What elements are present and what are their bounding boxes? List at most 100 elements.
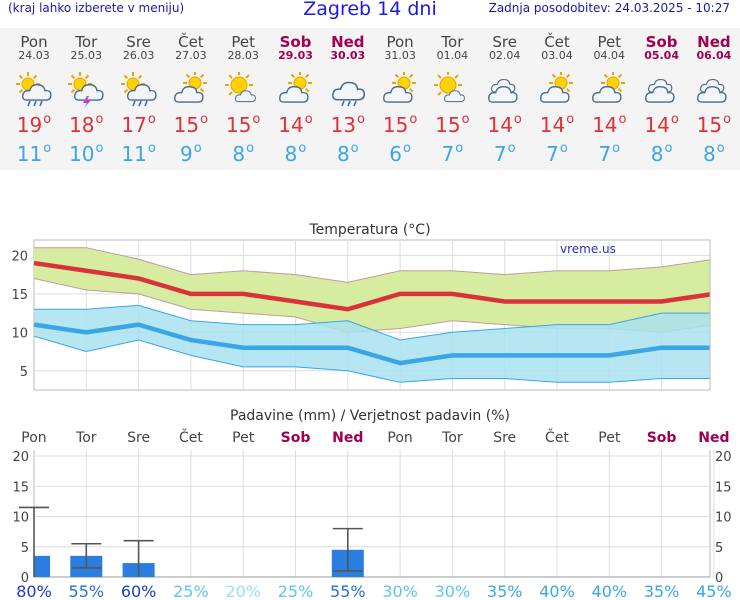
day-column: Ned 06.04 15o 8o bbox=[688, 28, 740, 170]
day-name: Pon bbox=[20, 33, 48, 51]
day-date: 27.03 bbox=[175, 49, 207, 62]
cloud-rain-icon bbox=[330, 72, 366, 108]
max-temperature: 13o bbox=[330, 112, 365, 137]
day-date: 04.04 bbox=[593, 49, 626, 62]
sun-cloud-icon bbox=[539, 71, 575, 108]
min-band-lower-edge bbox=[33, 335, 714, 383]
day-column: Pon 24.03 19o 11o bbox=[8, 28, 60, 170]
day-column: Čet 03.04 14o 7o bbox=[531, 28, 583, 170]
y-tick-label-left: 20 bbox=[12, 450, 29, 465]
precipitation-probability: 35% bbox=[487, 582, 523, 600]
day-date: 31.03 bbox=[384, 49, 416, 62]
max-temperature: 15o bbox=[382, 112, 418, 137]
day-column: Pon 31.03 15o 6o bbox=[374, 28, 426, 170]
y-tick-label-right: 0 bbox=[715, 571, 723, 586]
y-tick-label-right: 5 bbox=[715, 541, 723, 556]
y-tick-label-left: 15 bbox=[12, 480, 29, 495]
day-date: 06.04 bbox=[696, 49, 732, 62]
top-bar: (kraj lahko izberete v meniju) Zagreb 14… bbox=[0, 0, 740, 24]
precipitation-bar bbox=[34, 555, 50, 577]
day-label: Čet bbox=[179, 428, 203, 446]
max-temperature: 15o bbox=[173, 112, 209, 137]
day-label: Pet bbox=[232, 430, 255, 446]
y-tick-label: 5 bbox=[20, 365, 28, 380]
y-tick-label-left: 10 bbox=[12, 511, 29, 526]
temperature-chart-title: Temperatura (°C) bbox=[308, 222, 430, 238]
day-label: Pet bbox=[598, 430, 621, 446]
min-temperature: 7o bbox=[546, 141, 568, 166]
precipitation-chart-title: Padavine (mm) / Verjetnost padavin (%) bbox=[230, 408, 510, 424]
precipitation-probability: 30% bbox=[435, 582, 471, 600]
precipitation-probability: 40% bbox=[592, 582, 628, 600]
precipitation-probability: 40% bbox=[539, 582, 575, 600]
precipitation-probability: 55% bbox=[69, 582, 105, 600]
day-name: Sob bbox=[279, 33, 312, 51]
day-date: 26.03 bbox=[122, 49, 155, 62]
day-label: Ned bbox=[698, 430, 729, 446]
day-column: Pet 28.03 15o 8o bbox=[217, 28, 269, 170]
last-update: Zadnja posodobitev: 24.03.2025 - 10:27 bbox=[488, 1, 730, 15]
max-band-upper-edge bbox=[34, 247, 714, 283]
day-column: Sre 26.03 17o 11o bbox=[113, 28, 165, 170]
precipitation-probability: 20% bbox=[225, 582, 261, 600]
day-label: Čet bbox=[545, 428, 569, 446]
min-temperature: 8o bbox=[284, 141, 307, 166]
day-label: Sob bbox=[281, 430, 311, 446]
min-temperature-line bbox=[33, 322, 714, 366]
y-tick-label-right: 15 bbox=[715, 480, 732, 495]
min-temperature: 10o bbox=[69, 141, 104, 166]
y-tick-label-left: 5 bbox=[21, 541, 29, 556]
day-label: Sre bbox=[127, 430, 150, 446]
min-temperature: 7o bbox=[441, 141, 464, 166]
day-name: Sre bbox=[126, 33, 151, 51]
page-title: Zagreb 14 dni bbox=[303, 0, 437, 20]
precipitation-probability: 25% bbox=[278, 582, 314, 600]
min-temperature: 7o bbox=[598, 141, 621, 166]
day-column: Sre 02.04 14o 7o bbox=[479, 28, 531, 170]
precipitation-probability: 60% bbox=[121, 582, 157, 600]
y-tick-label-right: 10 bbox=[715, 511, 732, 526]
max-temperature: 19o bbox=[16, 112, 52, 137]
day-name: Sre bbox=[492, 33, 517, 51]
precipitation-chart: Padavine (mm) / Verjetnost padavin (%) P… bbox=[12, 408, 732, 600]
day-column: Pet 04.04 14o 7o bbox=[583, 28, 635, 170]
plot-right-margin bbox=[710, 240, 740, 390]
min-temperature: 9o bbox=[180, 141, 202, 166]
day-name: Tor bbox=[441, 33, 464, 51]
day-name: Pet bbox=[231, 33, 255, 51]
max-temperature: 14o bbox=[278, 112, 313, 137]
temperature-plot-area: 5 10 15 20 bbox=[11, 239, 715, 391]
y-tick-label-left: 0 bbox=[21, 571, 29, 586]
day-name: Čet bbox=[178, 33, 204, 51]
day-label: Tor bbox=[441, 430, 463, 446]
min-temperature: 11o bbox=[16, 141, 52, 166]
precipitation-probability: 25% bbox=[173, 582, 209, 600]
day-date: 28.03 bbox=[227, 49, 259, 62]
min-temperature: 11o bbox=[121, 141, 156, 166]
day-date: 01.04 bbox=[436, 49, 469, 62]
sun-small-cloud-icon bbox=[434, 71, 470, 108]
precipitation-probability: 35% bbox=[644, 582, 680, 600]
day-column: Sob 05.04 14o 8o bbox=[636, 28, 688, 170]
max-temperature: 14o bbox=[644, 112, 679, 137]
day-label: Pon bbox=[21, 430, 46, 446]
max-temperature-line bbox=[33, 260, 715, 312]
min-temperature: 8o bbox=[703, 141, 725, 166]
sun-cloud-icon bbox=[173, 71, 209, 108]
day-name: Ned bbox=[697, 33, 731, 51]
day-name: Čet bbox=[544, 33, 570, 51]
max-temperature: 17o bbox=[121, 112, 156, 137]
min-temperature: 6o bbox=[389, 141, 411, 166]
temperature-chart: 5 10 15 20 Temperatura (°C) vreme.us bbox=[11, 222, 740, 391]
day-column: Tor 25.03 18o 10o bbox=[60, 28, 112, 170]
max-temperature: 15o bbox=[435, 112, 470, 137]
day-label: Sre bbox=[493, 430, 516, 446]
day-label: Tor bbox=[75, 430, 97, 446]
day-date: 03.04 bbox=[541, 49, 573, 62]
day-name: Pet bbox=[597, 33, 622, 51]
min-range-band bbox=[34, 305, 714, 383]
day-name: Tor bbox=[75, 33, 98, 51]
sun-small-cloud-icon bbox=[225, 71, 261, 108]
day-column: Tor 01.04 15o 7o bbox=[426, 28, 478, 170]
max-temperature: 15o bbox=[696, 112, 732, 137]
